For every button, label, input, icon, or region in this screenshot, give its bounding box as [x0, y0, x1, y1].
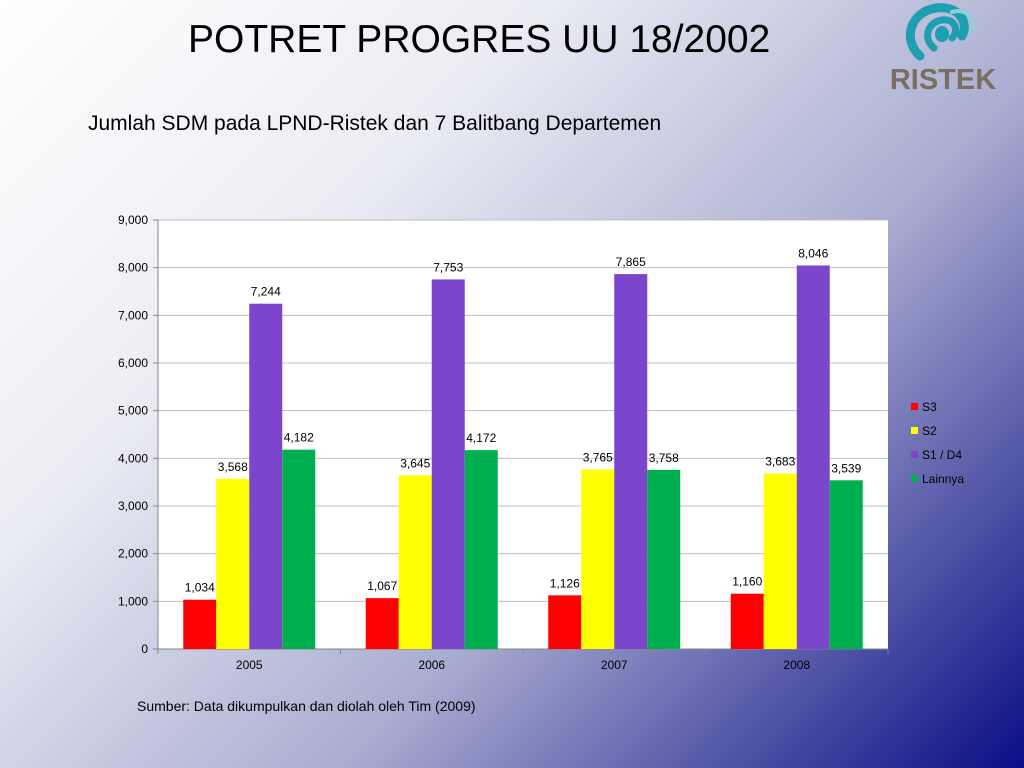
- data-label: 1,067: [367, 579, 397, 593]
- x-tick-label: 2008: [783, 658, 810, 672]
- data-label: 7,244: [251, 285, 281, 299]
- y-tick-label: 2,000: [118, 547, 148, 561]
- data-label: 1,126: [550, 576, 580, 590]
- data-label: 3,539: [831, 461, 861, 475]
- bar-s2-2006: [398, 475, 432, 649]
- bar-s1-d4-2005: [249, 303, 283, 649]
- source-note: Sumber: Data dikumpulkan dan diolah oleh…: [137, 698, 476, 714]
- y-tick-label: 0: [141, 642, 148, 656]
- x-tick-label: 2006: [418, 658, 445, 672]
- x-tick-label: 2007: [601, 658, 628, 672]
- chart-subtitle: Jumlah SDM pada LPND-Ristek dan 7 Balitb…: [88, 112, 662, 135]
- data-label: 8,046: [798, 246, 828, 260]
- legend-swatch: [911, 475, 918, 482]
- bar-lainnya-2006: [464, 450, 498, 649]
- legend-item-label: S2: [922, 424, 937, 438]
- data-label: 3,645: [400, 456, 430, 470]
- data-label: 7,865: [616, 255, 646, 269]
- logo-text: RISTEK: [889, 64, 997, 96]
- data-label: 3,758: [649, 451, 679, 465]
- legend-swatch: [911, 403, 918, 410]
- legend-item-label: Lainnya: [922, 472, 964, 486]
- bar-s3-2007: [548, 595, 582, 649]
- data-label: 1,034: [185, 581, 215, 595]
- bar-s3-2005: [183, 599, 217, 649]
- data-label: 3,683: [765, 454, 795, 468]
- bar-lainnya-2007: [647, 469, 681, 649]
- y-tick-label: 9,000: [118, 213, 148, 227]
- y-tick-label: 1,000: [118, 594, 148, 608]
- legend-swatch: [911, 451, 918, 458]
- y-tick-label: 6,000: [118, 356, 148, 370]
- data-label: 1,160: [732, 575, 762, 589]
- data-label: 4,182: [284, 431, 314, 445]
- data-label: 4,172: [466, 431, 496, 445]
- page-title: POTRET PROGRES UU 18/2002: [188, 18, 771, 61]
- x-tick-label: 2005: [236, 658, 263, 672]
- swirl-icon: [905, 3, 975, 61]
- bar-s1-d4-2007: [614, 274, 648, 649]
- bar-s2-2008: [763, 473, 797, 649]
- bar-s2-2007: [581, 469, 615, 649]
- data-label: 3,765: [583, 451, 613, 465]
- bar-s1-d4-2006: [431, 279, 465, 649]
- bar-s1-d4-2008: [796, 265, 830, 649]
- bar-s3-2008: [730, 593, 764, 649]
- bar-lainnya-2005: [282, 449, 316, 649]
- legend-item-label: S3: [922, 400, 937, 414]
- data-label: 7,753: [433, 260, 463, 274]
- bar-lainnya-2008: [829, 480, 863, 649]
- bar-s3-2006: [365, 598, 399, 649]
- y-tick-label: 3,000: [118, 499, 148, 513]
- bar-s2-2005: [216, 478, 250, 649]
- y-tick-label: 8,000: [118, 261, 148, 275]
- legend-swatch: [911, 427, 918, 434]
- y-tick-label: 5,000: [118, 404, 148, 418]
- y-tick-label: 4,000: [118, 451, 148, 465]
- data-label: 3,568: [218, 460, 248, 474]
- ristek-logo: RISTEK: [886, 0, 1000, 100]
- y-tick-label: 7,000: [118, 308, 148, 322]
- legend-item-label: S1 / D4: [922, 448, 962, 462]
